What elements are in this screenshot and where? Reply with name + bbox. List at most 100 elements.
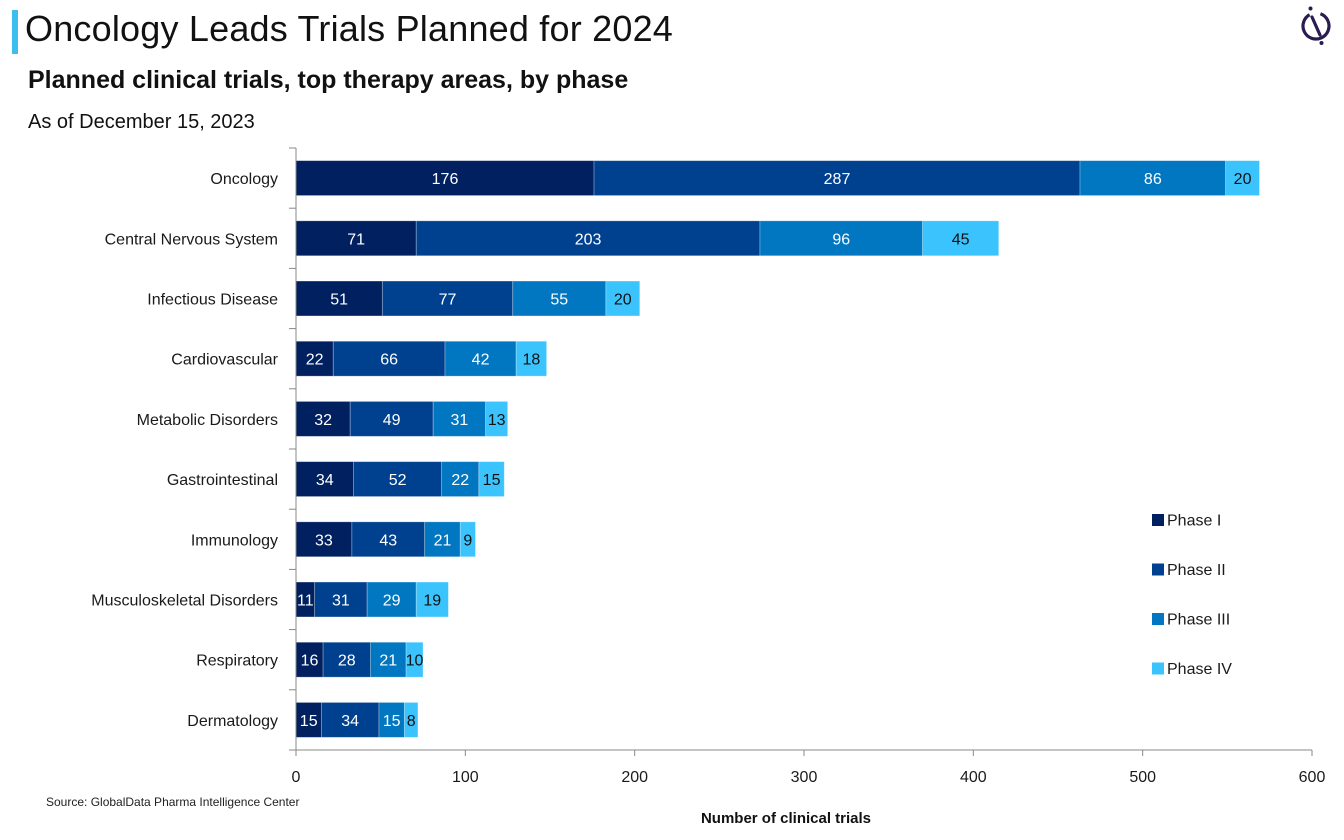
legend-label: Phase III [1167,612,1230,629]
data-label: 11 [297,593,314,610]
bar-segment-phase-iv [403,702,419,738]
bar-segment-phase-iv [459,521,476,558]
data-label: 49 [383,412,401,429]
legend-swatch [1152,563,1164,576]
bar-segment-phase-iii [370,641,407,678]
bar-segment-phase-iii [432,401,487,437]
data-label: 19 [423,593,441,610]
data-label: 9 [463,532,472,549]
legend-item: Phase II [1152,562,1226,579]
page-title: Oncology Leads Trials Planned for 2024 [25,8,674,49]
bar-segment-phase-iv [485,401,509,437]
bar-segment-phase-ii [314,581,368,618]
bar-row: 15 34 15 8 [295,702,419,738]
legend-item: Phase III [1152,612,1230,629]
data-label: 15 [483,472,501,489]
data-label: 203 [575,231,602,248]
bar-segment-phase-iv [1225,160,1260,196]
bar-segment-phase-iii [366,581,417,618]
data-label: 71 [347,231,365,248]
category-label: Metabolic Disorders [137,412,278,429]
category-label: Central Nervous System [105,231,278,248]
bar-row: 22 66 42 18 [295,340,548,377]
bar-segment-phase-iii [1079,160,1227,196]
bar-segment-phase-iii [444,340,517,377]
title-accent-bar [12,10,18,54]
bar-segment-phase-ii [332,340,446,377]
bar-segment-phase-iii [512,280,607,317]
bar-segment-phase-iii [424,521,461,558]
bar-row: 51 77 55 20 [295,280,641,317]
data-label: 10 [406,653,424,670]
data-label: 77 [439,292,457,309]
legend-swatch [1152,514,1164,526]
x-axis-title: Number of clinical trials [701,810,871,827]
data-label: 20 [1234,171,1252,188]
data-label: 18 [522,352,540,369]
chart-subtitle: Planned clinical trials, top therapy are… [28,66,629,94]
bar-segment-phase-i [295,702,322,738]
bar-segment-phase-iv [922,220,1000,257]
data-label: 31 [332,593,350,610]
bar-segment-phase-ii [351,521,426,558]
data-label: 29 [383,593,401,610]
bar-segment-phase-ii [349,401,434,437]
data-label: 20 [614,292,632,309]
bar-segment-phase-ii [322,641,371,678]
bar-segment-phase-i [295,280,383,317]
legend: Phase I Phase II Phase III Phase IV [1152,513,1232,678]
data-label: 21 [379,653,397,670]
data-label: 45 [952,231,970,248]
bar-segment-phase-i [295,641,324,678]
bar-segment-phase-iii [759,220,923,257]
data-label: 33 [315,532,333,549]
bar-segment-phase-iv [605,280,641,317]
axes-layer: Oncology Central Nervous System Infectious… [91,147,1325,786]
data-label: 13 [488,412,506,429]
bar-segment-phase-ii [353,461,443,497]
data-label: 31 [451,412,469,429]
data-label: 55 [550,292,568,309]
x-tick-label: 100 [452,769,479,786]
chart-dateline: As of December 15, 2023 [28,111,255,133]
x-tick-label: 300 [791,769,818,786]
x-tick-label: 200 [621,769,648,786]
bar-segment-phase-iv [478,461,505,497]
bar-row: 11 31 29 19 [295,581,449,618]
data-label: 34 [341,713,359,730]
x-tick-label: 0 [292,769,301,786]
bar-row: 32 49 31 13 [295,401,509,437]
bar-segment-phase-ii [320,702,380,738]
legend-label: Phase IV [1167,661,1232,678]
bar-segment-phase-i [295,160,595,196]
legend-item: Phase IV [1152,661,1232,678]
bar-segment-phase-ii [593,160,1081,196]
data-label: 8 [407,713,416,730]
data-label: 22 [306,352,324,369]
category-label: Respiratory [196,653,278,670]
data-label: 42 [472,352,490,369]
data-label: 22 [451,472,469,489]
data-label: 32 [314,412,332,429]
bar-segment-phase-iv [405,641,424,678]
data-label: 34 [316,472,334,489]
data-label: 287 [824,171,851,188]
category-label: Cardiovascular [171,352,278,369]
category-label: Immunology [191,532,278,549]
data-label: 52 [389,472,407,489]
data-label: 28 [338,653,356,670]
legend-item: Phase I [1152,513,1221,530]
bar-segment-phase-iv [515,340,548,377]
data-label: 21 [434,532,452,549]
bar-row: 34 52 22 15 [295,461,505,497]
x-tick-label: 400 [960,769,987,786]
bar-row: 71 203 96 45 [295,220,1000,257]
data-label: 66 [380,352,398,369]
legend-label: Phase II [1167,562,1226,579]
category-label: Gastrointestinal [167,472,278,489]
bar-row: 33 43 21 9 [295,521,476,558]
data-label: 51 [330,292,348,309]
legend-label: Phase I [1167,513,1221,530]
